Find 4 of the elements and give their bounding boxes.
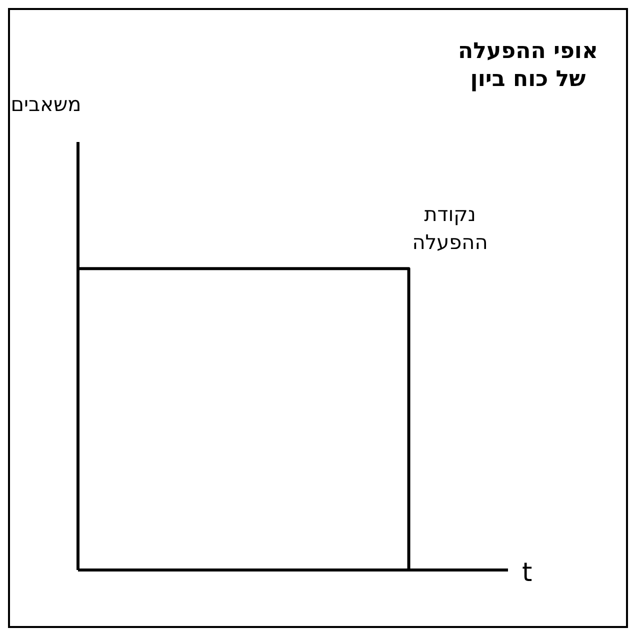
x-axis-title: t [522,558,532,588]
text: נקודת ההפעלה [411,201,489,256]
chart-title: אופי ההפעלה של כוח ביון [458,38,598,94]
text: משאבים [10,91,82,118]
